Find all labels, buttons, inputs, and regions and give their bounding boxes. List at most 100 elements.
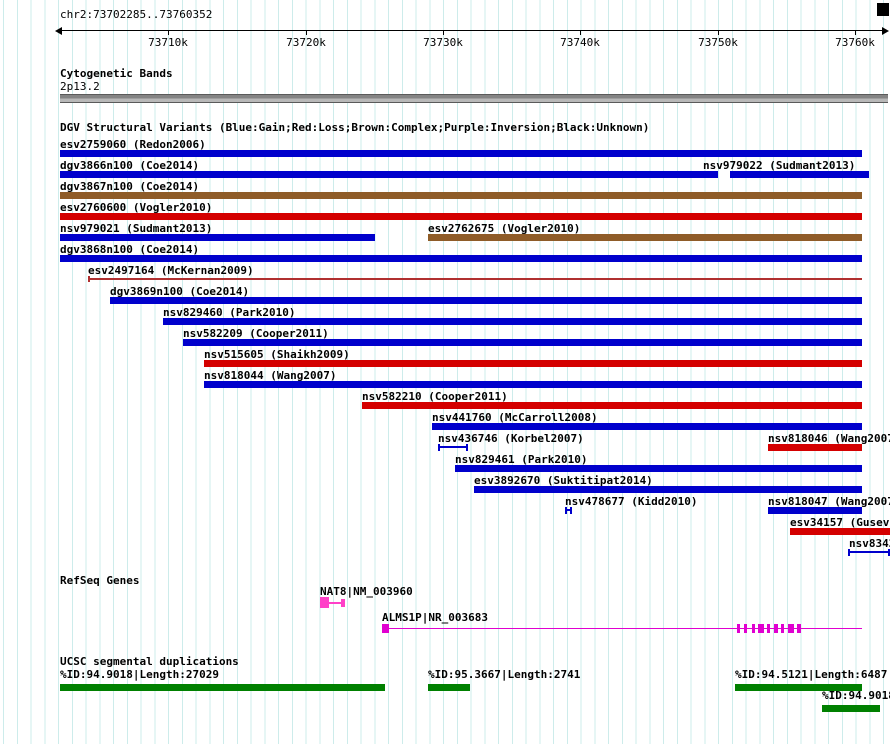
variant-label[interactable]: esv34157 (Gusev20 <box>790 516 890 529</box>
variant-bar[interactable] <box>455 465 862 472</box>
gene-exon-box[interactable] <box>767 624 770 633</box>
ruler-tick <box>443 30 444 35</box>
ruler-tick-label: 73730k <box>423 36 463 49</box>
variant-bar[interactable] <box>204 360 862 367</box>
variant-bar[interactable] <box>730 171 869 178</box>
gene-exon-box[interactable] <box>320 597 329 608</box>
variant-bar[interactable] <box>163 318 862 325</box>
variant-bracket-line <box>440 446 466 448</box>
variant-bar[interactable] <box>60 213 862 220</box>
segdup-label[interactable]: %ID:94.9018 <box>822 689 890 702</box>
variant-label[interactable]: esv2497164 (McKernan2009) <box>88 264 254 277</box>
variant-bar[interactable] <box>768 507 862 514</box>
variant-bar[interactable] <box>110 297 862 304</box>
gene-intron-line[interactable] <box>382 628 862 629</box>
gene-label[interactable]: ALMS1P|NR_003683 <box>382 611 488 624</box>
ruler-arrow-left <box>55 27 62 35</box>
variant-bar[interactable] <box>474 486 862 493</box>
variant-label[interactable]: esv2760600 (Vogler2010) <box>60 201 213 214</box>
variant-bar[interactable] <box>204 381 862 388</box>
variant-label[interactable]: nsv818047 (Wang2007) <box>768 495 890 508</box>
variant-label[interactable]: nsv478677 (Kidd2010) <box>565 495 698 508</box>
ruler-tick <box>306 30 307 35</box>
ruler-tick <box>855 30 856 35</box>
ruler-tick <box>168 30 169 35</box>
section-title-refseq: RefSeq Genes <box>60 574 140 587</box>
gene-exon-box[interactable] <box>781 624 784 633</box>
variant-bar[interactable] <box>432 423 862 430</box>
ruler-line <box>60 30 884 31</box>
variant-label[interactable]: nsv582209 (Cooper2011) <box>183 327 329 340</box>
gene-exon-box[interactable] <box>744 624 747 633</box>
gene-exon-box[interactable] <box>758 624 764 633</box>
segdup-bar[interactable] <box>822 705 880 712</box>
variant-label[interactable]: esv2759060 (Redon2006) <box>60 138 206 151</box>
section-title-cytobands: Cytogenetic Bands <box>60 67 173 80</box>
variant-label[interactable]: nsv829460 (Park2010) <box>163 306 296 319</box>
corner-mark <box>877 3 889 16</box>
gene-exon-box[interactable] <box>341 599 345 607</box>
ruler-tick-label: 73740k <box>560 36 600 49</box>
variant-line-end-tick <box>88 276 90 282</box>
ruler-tick <box>718 30 719 35</box>
segdup-label[interactable]: %ID:94.5121|Length:6487 <box>735 668 888 681</box>
ruler-tick <box>580 30 581 35</box>
variant-label[interactable]: nsv979021 (Sudmant2013) <box>60 222 213 235</box>
variant-bracket[interactable] <box>438 444 468 451</box>
variant-label[interactable]: nsv818046 (Wang2007) <box>768 432 890 445</box>
variant-bar[interactable] <box>60 234 375 241</box>
variant-bracket[interactable] <box>848 549 890 556</box>
cytoband-name: 2p13.2 <box>60 80 100 93</box>
variant-bar[interactable] <box>790 528 890 535</box>
gene-intron-line[interactable] <box>329 602 341 604</box>
segdup-bar[interactable] <box>428 684 470 691</box>
gene-exon-box[interactable] <box>788 624 794 633</box>
variant-label[interactable]: nsv436746 (Korbel2007) <box>438 432 584 445</box>
gene-label[interactable]: NAT8|NM_003960 <box>320 585 413 598</box>
variant-label[interactable]: esv2762675 (Vogler2010) <box>428 222 581 235</box>
section-title-segdups: UCSC segmental duplications <box>60 655 239 668</box>
variant-label[interactable]: nsv441760 (McCarroll2008) <box>432 411 598 424</box>
segdup-bar[interactable] <box>735 684 862 691</box>
variant-bar[interactable] <box>362 402 862 409</box>
segdup-label[interactable]: %ID:95.3667|Length:2741 <box>428 668 581 681</box>
segdup-bar[interactable] <box>60 684 385 691</box>
variant-label[interactable]: dgv3867n100 (Coe2014) <box>60 180 200 193</box>
variant-label[interactable]: dgv3869n100 (Coe2014) <box>110 285 250 298</box>
gene-exon-box[interactable] <box>752 624 755 633</box>
gene-exon-box[interactable] <box>737 624 740 633</box>
variant-label[interactable]: dgv3868n100 (Coe2014) <box>60 243 200 256</box>
variant-label[interactable]: nsv8342 <box>849 537 890 550</box>
variant-label[interactable]: nsv818044 (Wang2007) <box>204 369 337 382</box>
variant-bar[interactable] <box>768 444 862 451</box>
variant-bar[interactable] <box>60 171 718 178</box>
variant-label[interactable]: nsv979022 (Sudmant2013) <box>703 159 856 172</box>
variant-bracket-line <box>850 551 888 553</box>
ruler-tick-label: 73750k <box>698 36 738 49</box>
ruler-tick-label: 73760k <box>835 36 875 49</box>
variant-label[interactable]: nsv582210 (Cooper2011) <box>362 390 508 403</box>
variant-label[interactable]: esv3892670 (Suktitipat2014) <box>474 474 653 487</box>
variant-line[interactable] <box>88 278 862 280</box>
variant-bar[interactable] <box>428 234 862 241</box>
variant-label[interactable]: dgv3866n100 (Coe2014) <box>60 159 200 172</box>
gene-exon-box[interactable] <box>774 624 778 633</box>
region-position-label: chr2:73702285..73760352 <box>60 8 213 21</box>
variant-bracket[interactable] <box>565 507 572 514</box>
variant-bar[interactable] <box>60 255 862 262</box>
variant-bar[interactable] <box>60 192 862 199</box>
variant-label[interactable]: nsv829461 (Park2010) <box>455 453 588 466</box>
section-title-dgv: DGV Structural Variants (Blue:Gain;Red:L… <box>60 121 650 134</box>
variant-bar[interactable] <box>60 150 862 157</box>
segdup-label[interactable]: %ID:94.9018|Length:27029 <box>60 668 219 681</box>
variant-bracket-line <box>567 509 570 511</box>
cytoband-bar[interactable] <box>60 94 888 103</box>
gene-exon-box[interactable] <box>797 624 801 633</box>
variant-label[interactable]: nsv515605 (Shaikh2009) <box>204 348 350 361</box>
variant-bar[interactable] <box>183 339 862 346</box>
